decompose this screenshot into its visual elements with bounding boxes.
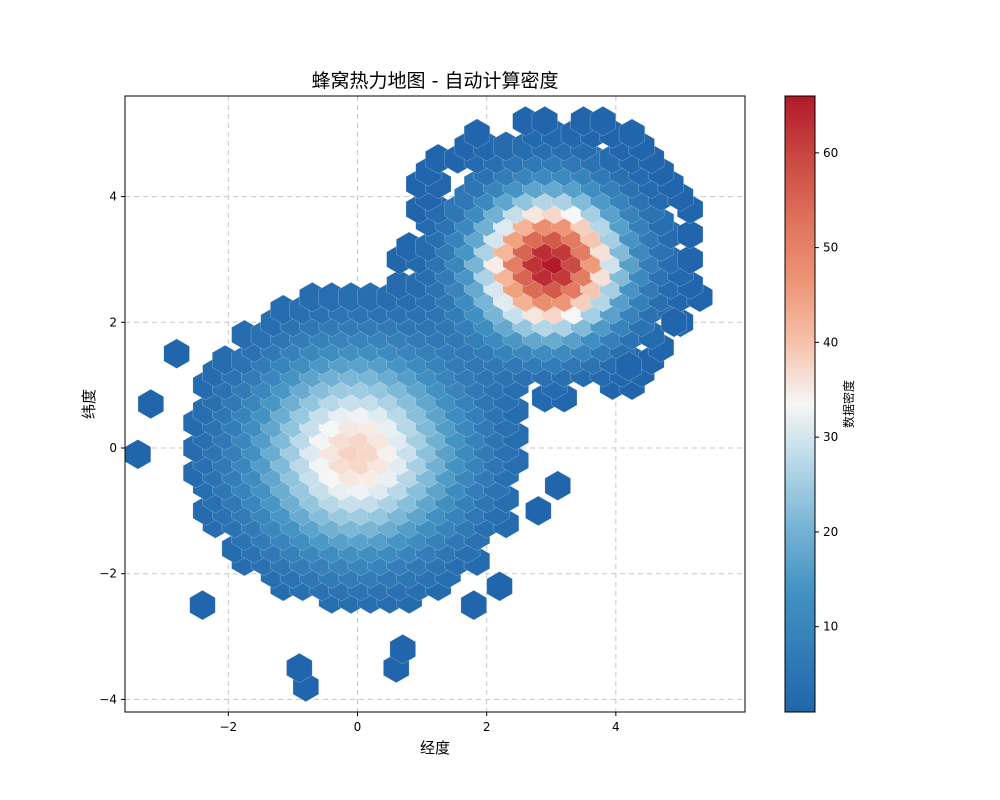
hexbin-cell [589, 106, 616, 137]
x-tick-label: 4 [612, 720, 620, 734]
colorbar-label: 数据密度 [841, 380, 856, 428]
hexbin-cell [525, 495, 552, 526]
colorbar-tick-label: 10 [823, 620, 838, 634]
colorbar-tick-label: 30 [823, 430, 838, 444]
colorbar-ticks: 10 20 30 40 50 60 [815, 146, 838, 634]
hexbin-cell [486, 571, 513, 602]
hexbin-cell [163, 338, 190, 369]
x-axis-ticks: −2 0 2 4 [219, 712, 620, 734]
y-tick-label: 0 [109, 441, 117, 455]
y-tick-label: 4 [109, 190, 117, 204]
hexbin-cell [677, 219, 704, 250]
colorbar-tick-label: 60 [823, 146, 838, 160]
hexbin-cell [531, 106, 558, 137]
hexbin-cell [677, 244, 704, 275]
hexbin-cell [389, 634, 416, 665]
colorbar-tick-label: 50 [823, 241, 838, 255]
hexbin-cells [124, 106, 713, 702]
y-tick-label: 2 [109, 315, 117, 329]
hexbin-cell [189, 590, 216, 621]
y-tick-label: −2 [99, 567, 117, 581]
hexbin-cell [615, 351, 642, 382]
x-axis-label: 经度 [420, 739, 450, 757]
x-tick-label: −2 [219, 720, 237, 734]
hexbin-cell [460, 590, 487, 621]
x-tick-label: 2 [483, 720, 491, 734]
hexbin-cell [618, 118, 645, 149]
hexbin-cell [286, 653, 313, 683]
x-tick-label: 0 [354, 720, 362, 734]
chart-title: 蜂窝热力地图 - 自动计算密度 [312, 70, 559, 92]
colorbar [784, 95, 816, 713]
y-axis-ticks: −4 −2 0 2 4 [99, 190, 125, 706]
hexbin-cell [464, 118, 490, 149]
colorbar-tick-label: 20 [823, 525, 838, 539]
colorbar-tick-label: 40 [823, 335, 838, 349]
hexbin-cell [137, 389, 164, 419]
plot-frame [124, 95, 746, 713]
y-tick-label: −4 [99, 692, 117, 706]
hexbin-cell [544, 470, 571, 501]
y-axis-label: 纬度 [80, 389, 98, 419]
hexbin-cell [660, 307, 687, 338]
